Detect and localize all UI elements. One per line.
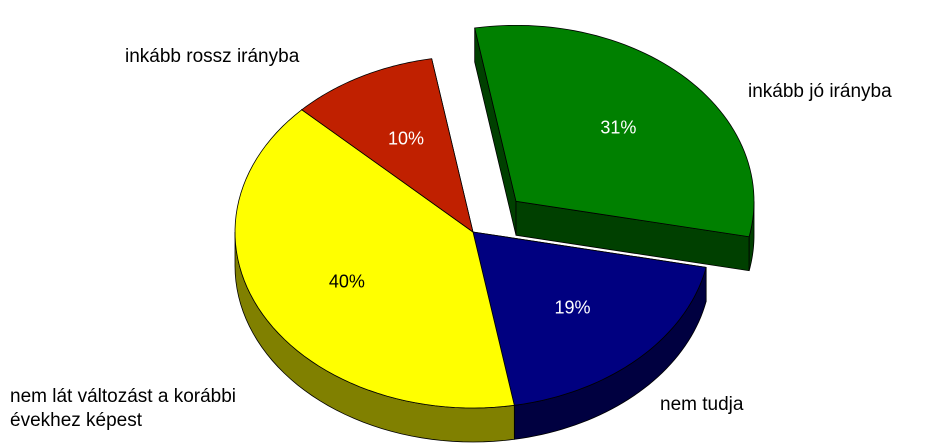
slice: [301, 58, 474, 233]
slice: [234, 109, 515, 409]
value-label: 40%: [328, 271, 365, 292]
value-label: 10%: [387, 128, 424, 149]
slice: [474, 24, 755, 238]
slice: [472, 231, 707, 406]
category-label: nem tudja: [660, 394, 744, 415]
category-label: inkább rossz irányba: [125, 46, 300, 67]
category-label: inkább jó irányba: [748, 81, 892, 102]
category-label: nem lát változást a korábbi évekhez képe…: [10, 386, 237, 431]
value-label: 31%: [600, 117, 637, 138]
value-label: 19%: [554, 297, 591, 318]
